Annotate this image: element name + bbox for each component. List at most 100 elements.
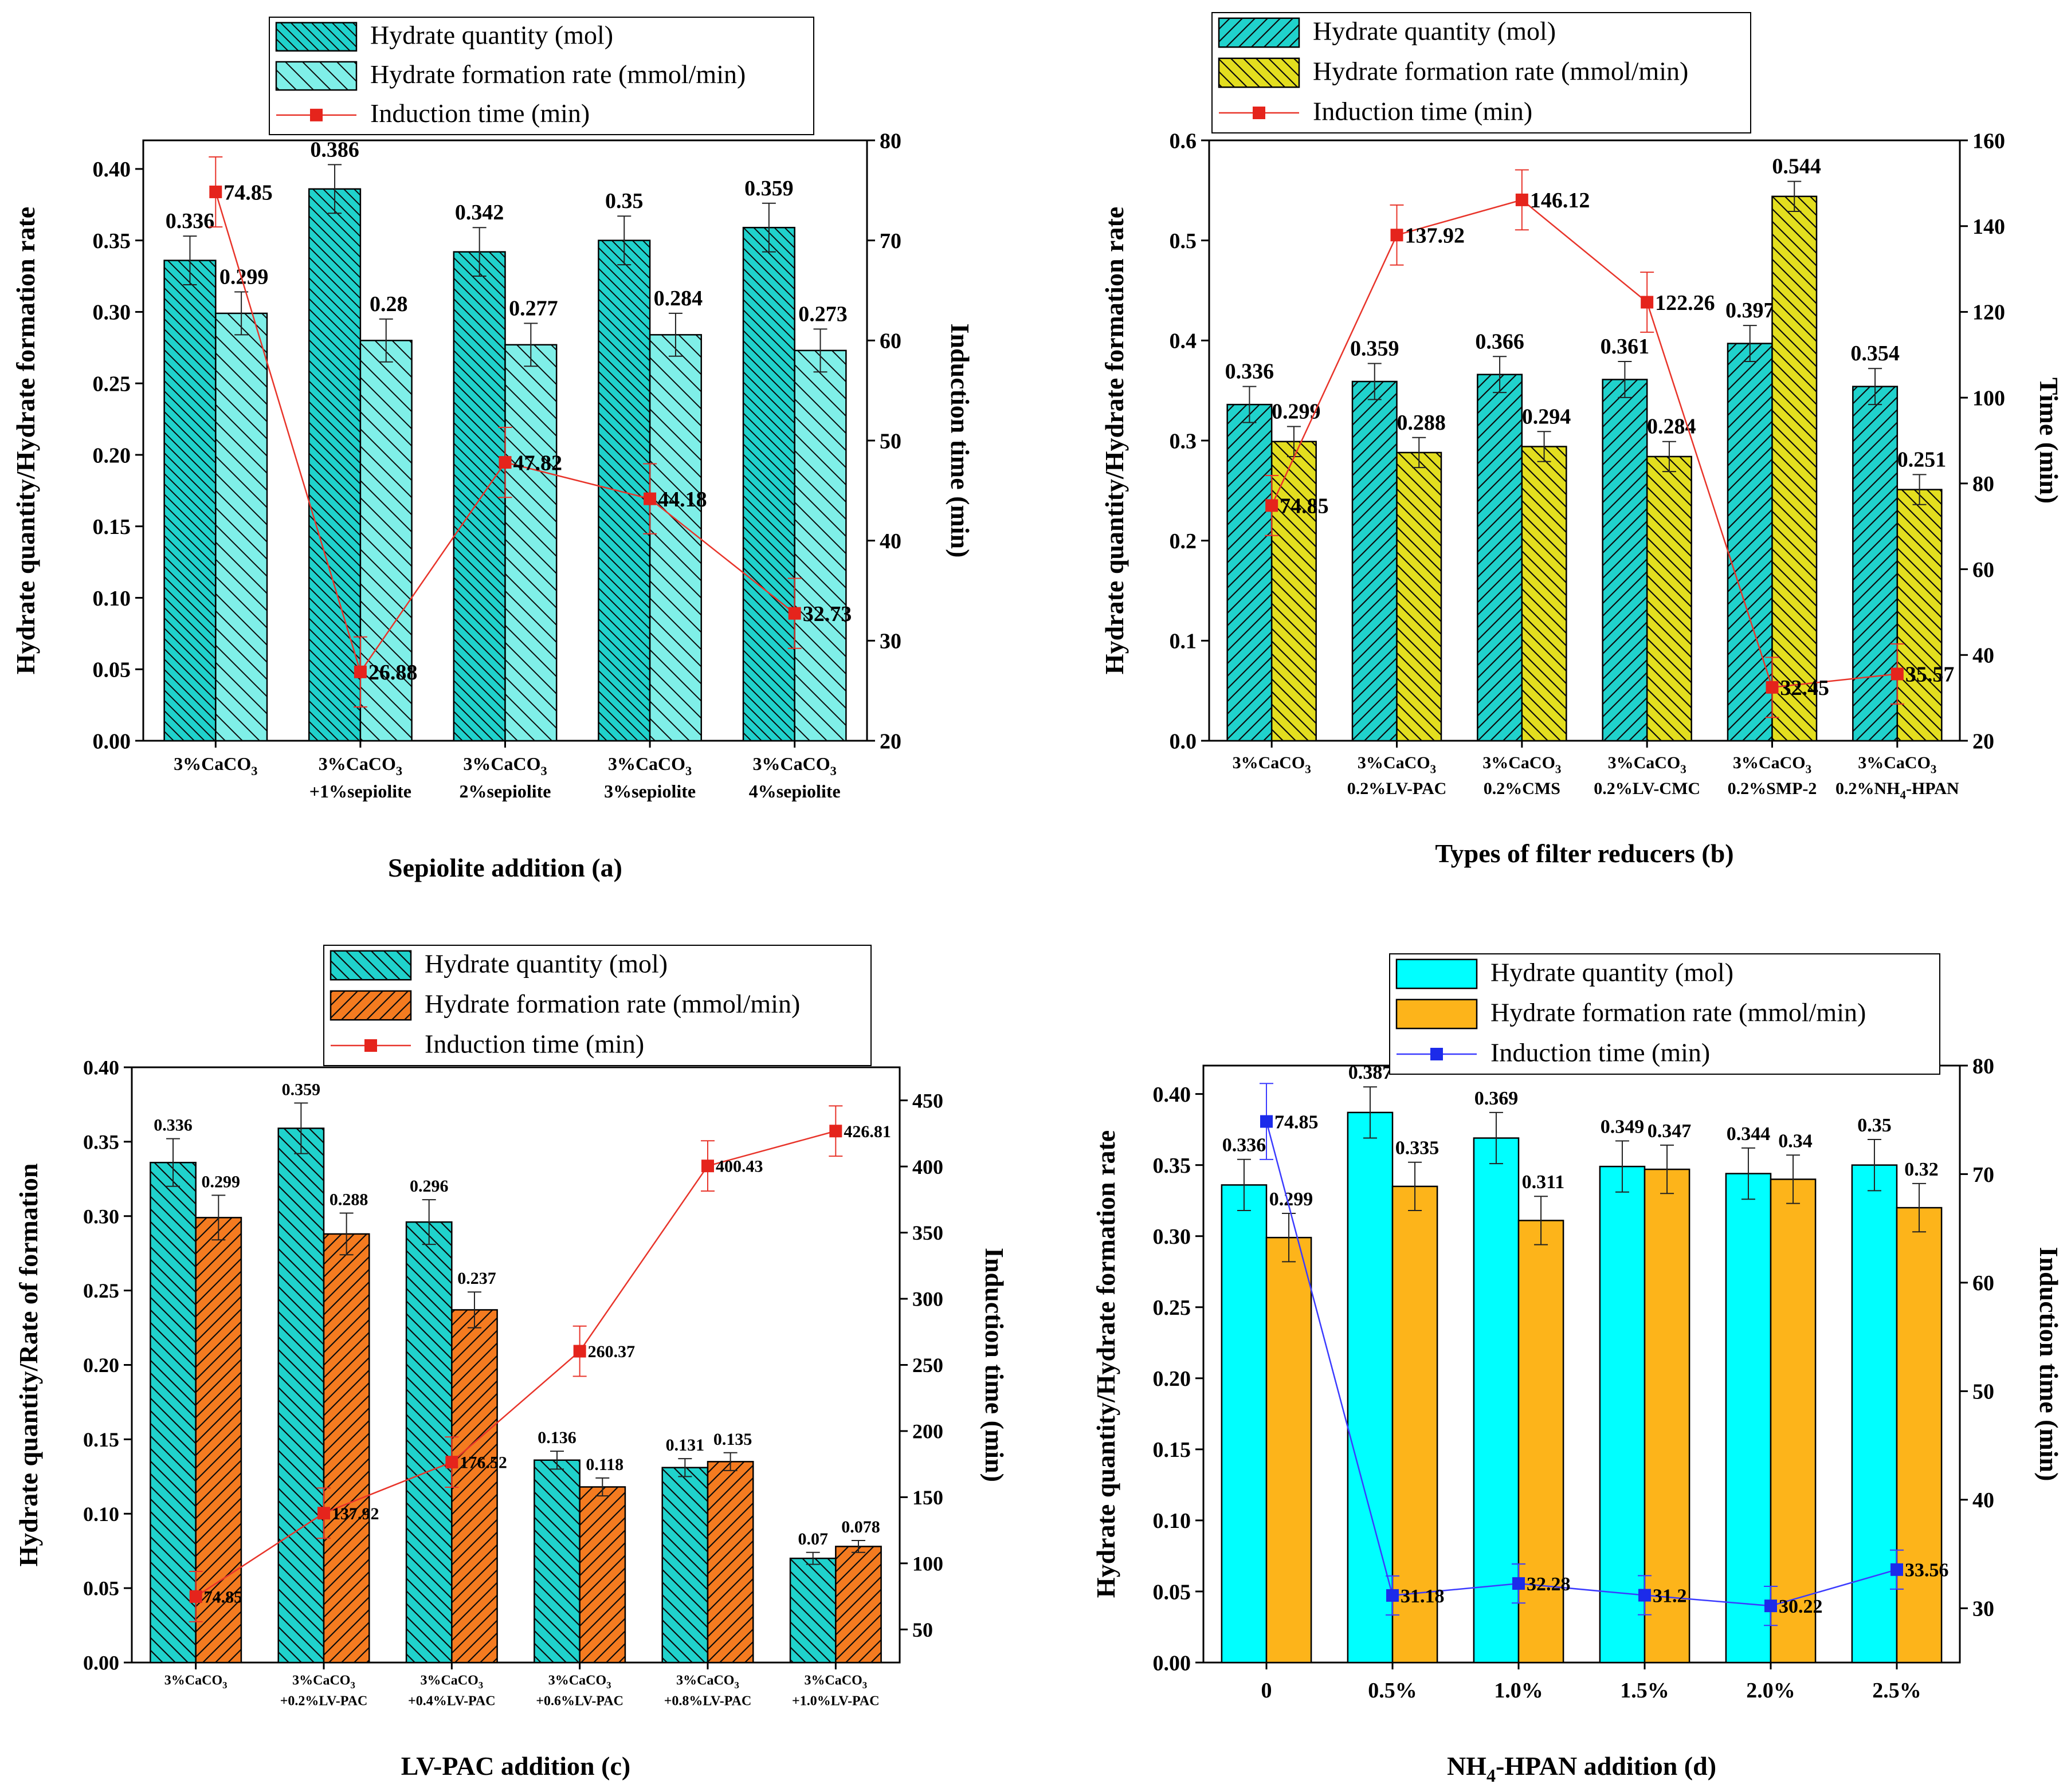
bar-value-label: 0.131: [666, 1436, 705, 1455]
y2-tick-label: 80: [1972, 1054, 1994, 1078]
bar-value-label: 0.347: [1648, 1121, 1692, 1142]
bar-hydrate-quantity: [1852, 386, 1899, 742]
legend-entry-label: Induction time (min): [1491, 1038, 1710, 1067]
induction-time-point: [701, 1160, 714, 1173]
bar-formation-rate: [359, 340, 413, 742]
induction-time-label: 137.92: [1405, 224, 1465, 248]
error-bar: [1537, 431, 1551, 462]
bar-value-label: 0.336: [1222, 1135, 1266, 1156]
induction-time-label: 26.88: [368, 661, 418, 685]
bar-formation-rate: [1265, 1236, 1312, 1664]
induction-time-label: 74.85: [1280, 494, 1329, 518]
error-bar: [1868, 368, 1882, 406]
y2-tick-label: 70: [1972, 1163, 1994, 1187]
y-tick-label: 0.25: [1153, 1296, 1191, 1320]
induction-time-label: 30.22: [1779, 1596, 1823, 1617]
error-bar: [1534, 1196, 1548, 1245]
legend-box: [1211, 12, 1751, 133]
error-bar: [1408, 1161, 1422, 1212]
error-bar: [1367, 363, 1382, 400]
induction-time-point: [189, 1590, 202, 1603]
bar-value-label: 0.311: [1522, 1172, 1565, 1193]
bar-hydrate-quantity: [277, 1127, 325, 1664]
bar-formation-rate: [1896, 489, 1943, 742]
error-bar: [762, 202, 776, 253]
bar-hydrate-quantity: [163, 260, 217, 742]
error-bar: [472, 227, 487, 277]
error-bar: [467, 1291, 481, 1329]
bar-value-label: 0.299: [1269, 1189, 1313, 1210]
y2-tick-label: 200: [912, 1420, 943, 1443]
bar-hydrate-quantity: [789, 1557, 837, 1664]
error-bar: [1912, 1182, 1927, 1233]
legend-entry-label: Hydrate quantity (mol): [370, 20, 613, 49]
x-category-label: 0.2%SMP-2: [1728, 779, 1817, 798]
error-bar: [1786, 1154, 1801, 1204]
bar-formation-rate: [451, 1309, 498, 1664]
induction-time-point: [1890, 1563, 1903, 1576]
y2-tick-label: 160: [1972, 129, 2005, 153]
y2-tick-label: 100: [912, 1552, 943, 1575]
bar-hydrate-quantity: [1599, 1165, 1646, 1664]
induction-time-label: 35.57: [1905, 663, 1955, 687]
bar-formation-rate: [1521, 446, 1567, 742]
bar-formation-rate: [1646, 455, 1692, 742]
x-category-label: 3%CaCO3​: [1358, 753, 1436, 776]
error-bar: [1412, 437, 1426, 469]
induction-time-label: 32.45: [1780, 676, 1830, 700]
chart-panel-a: 0.00 0.05 0.10 0.15 0.20 0.25 0.30 0.35 0.40 20 30…: [11, 17, 975, 882]
bar-value-label: 0.135: [713, 1430, 752, 1449]
error-bar: [1867, 1139, 1881, 1192]
error-bar: [524, 323, 538, 367]
x-category-label: 0.2%LV-PAC: [1347, 779, 1447, 798]
bar-value-label: 0.359: [744, 176, 794, 201]
x-category-label: 3%CaCO3​: [319, 753, 402, 778]
induction-time-point: [445, 1456, 458, 1469]
legend-entry-label: Hydrate formation rate (mmol/min): [1313, 57, 1688, 86]
bar-hydrate-quantity: [1602, 379, 1648, 742]
x-category-label: +0.2%LV-PAC: [280, 1693, 368, 1708]
bar-value-label: 0.277: [509, 296, 558, 320]
x-category-label: 4%sepiolite: [749, 781, 841, 801]
x-axis-title: Sepiolite addition (a): [388, 853, 622, 882]
error-bar: [1662, 441, 1676, 473]
bar-value-label: 0.296: [410, 1177, 449, 1196]
error-bar: [422, 1199, 436, 1245]
legend: Hydrate quantity (mol) Hydrate formation …: [1211, 12, 1751, 133]
legend-box: [323, 945, 872, 1066]
error-bar: [166, 1138, 181, 1187]
y-tick-label: 0.20: [83, 1354, 119, 1377]
legend-entry-label: Induction time (min): [1313, 97, 1532, 126]
induction-time-label: 44.18: [658, 488, 707, 512]
y2-tick-label: 80: [1972, 472, 1994, 496]
y-tick-label: 0.5: [1170, 229, 1197, 253]
y-axis-title: Hydrate quantity/Hydrate formation rate: [1100, 207, 1129, 674]
y-tick-label: 0.20: [93, 443, 131, 467]
legend-swatch: [275, 22, 358, 52]
induction-time-line: [195, 1130, 836, 1597]
induction-time-point: [573, 1345, 586, 1358]
y2-tick-label: 20: [1972, 729, 1994, 753]
induction-time-label: 400.43: [716, 1157, 763, 1176]
x-axis-title: Types of filter reducers (b): [1435, 839, 1733, 868]
x-category-label: 3%CaCO3​: [164, 1673, 228, 1691]
bar-formation-rate: [835, 1546, 882, 1664]
bar-hydrate-quantity: [1351, 380, 1398, 742]
x-category-label: 3%sepiolite: [604, 781, 696, 801]
y-tick-label: 0.2: [1170, 529, 1197, 553]
induction-time-label: 146.12: [1530, 188, 1590, 213]
induction-time-point: [1515, 193, 1528, 206]
x-category-label: 0.5%: [1368, 1679, 1417, 1703]
error-bar: [211, 1194, 226, 1241]
bar-value-label: 0.288: [330, 1190, 368, 1209]
error-bar: [1787, 180, 1802, 213]
bar-hydrate-quantity: [1226, 403, 1273, 742]
error-bar: [1743, 325, 1757, 363]
y-tick-label: 0.00: [93, 729, 131, 753]
induction-time-label: 31.18: [1401, 1586, 1445, 1607]
x-axis-title: LV-PAC addition (c): [401, 1751, 630, 1781]
bar-value-label: 0.336: [154, 1116, 193, 1135]
x-category-label: 3%CaCO3​: [174, 753, 257, 778]
y-tick-label: 0.05: [83, 1577, 119, 1600]
error-bar: [1282, 1213, 1296, 1263]
